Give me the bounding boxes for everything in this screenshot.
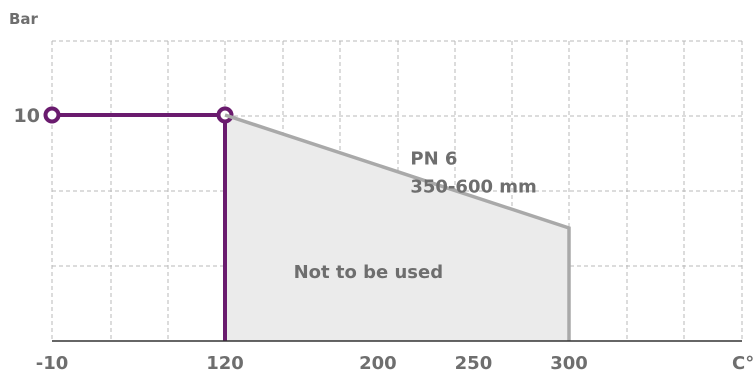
not-to-be-used-area	[225, 115, 569, 341]
region-label: Not to be used	[294, 262, 444, 283]
operating-limit-line	[52, 113, 227, 341]
x-axis-unit-label: C°	[732, 353, 753, 374]
x-tick-label-1: 120	[206, 353, 244, 374]
x-tick-label-4: 300	[550, 353, 588, 374]
annotation-line-0: PN 6	[410, 149, 457, 170]
operating-limit-marker-0	[43, 106, 61, 124]
not-to-be-used-region	[225, 115, 569, 341]
annotation-line-1: 350-600 mm	[410, 177, 536, 198]
tick-labels: -10 120 200 250 300 10	[14, 105, 588, 374]
y-tick-label-0: 10	[14, 105, 40, 127]
x-tick-label-3: 250	[455, 353, 493, 374]
y-axis-label: Bar	[9, 10, 39, 28]
pn-annotation: PN 6 350-600 mm	[410, 149, 536, 198]
series-group	[43, 106, 571, 341]
pn-curve-line	[224, 113, 571, 341]
x-tick-label-0: -10	[36, 353, 69, 374]
x-tick-label-2: 200	[359, 353, 397, 374]
